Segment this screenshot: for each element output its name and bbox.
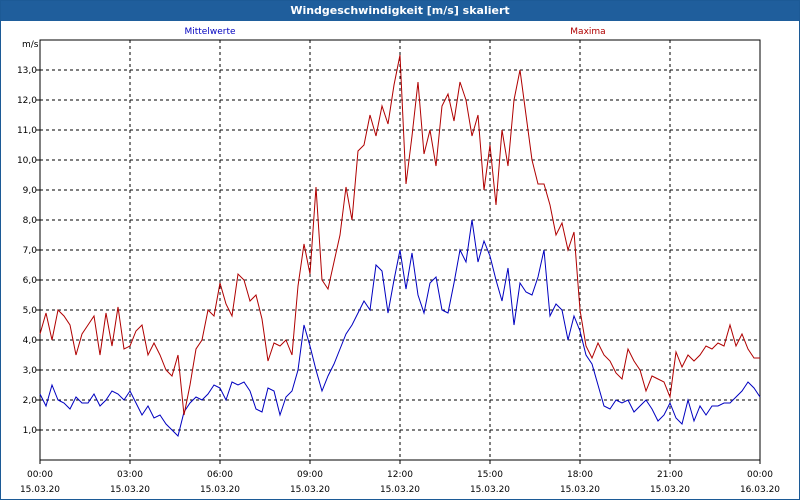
x-tick-date: 15.03.20 [20,485,60,495]
x-tick-time: 03:00 [117,470,143,480]
y-tick-label: 5,0 [23,306,38,316]
y-tick-label: 4,0 [23,336,38,346]
x-tick-time: 12:00 [387,470,413,480]
y-tick-label: 11,0 [17,126,37,136]
x-tick-time: 18:00 [567,470,593,480]
x-tick-time: 15:00 [477,470,503,480]
x-tick-date: 15.03.20 [200,485,240,495]
x-tick-date: 15.03.20 [290,485,330,495]
y-tick-label: 10,0 [17,156,37,166]
legend-max: Maxima [570,27,605,37]
grid [40,40,760,460]
y-tick-label: 6,0 [23,276,38,286]
x-tick-date: 15.03.20 [650,485,690,495]
series-lines [39,54,761,437]
x-tick-time: 21:00 [657,470,683,480]
x-tick-date: 16.03.20 [740,485,780,495]
y-axis-label: m/s [22,40,39,50]
x-tick-date: 15.03.20 [560,485,600,495]
y-tick-label: 2,0 [23,396,38,406]
y-tick-label: 13,0 [17,66,37,76]
x-tick-time: 00:00 [747,470,773,480]
x-tick-time: 06:00 [207,470,233,480]
y-tick-label: 8,0 [23,216,38,226]
x-tick-time: 00:00 [27,470,53,480]
y-tick-label: 9,0 [23,186,38,196]
x-tick-date: 15.03.20 [110,485,150,495]
y-tick-label: 7,0 [23,246,38,256]
window-title: Windgeschwindigkeit [m/s] skaliert [1,1,799,21]
x-axis-ticks: 00:00 15.03.20 03:00 15.03.20 06:00 15.03.20 0… [20,460,780,495]
series-line-maxima [39,54,760,416]
x-tick-date: 15.03.20 [380,485,420,495]
y-tick-label: 1,0 [23,426,38,436]
y-tick-label: 3,0 [23,366,38,376]
y-tick-label: 12,0 [17,96,37,106]
y-axis-ticks: 1,0 2,0 3,0 4,0 5,0 6,0 7,0 8,0 9,0 10,0 11,0 12,0 1… [17,66,40,436]
x-tick-time: 09:00 [297,470,323,480]
series-line-mittelwerte [39,219,761,437]
legend-mean: Mittelwerte [184,27,235,37]
x-tick-date: 15.03.20 [470,485,510,495]
